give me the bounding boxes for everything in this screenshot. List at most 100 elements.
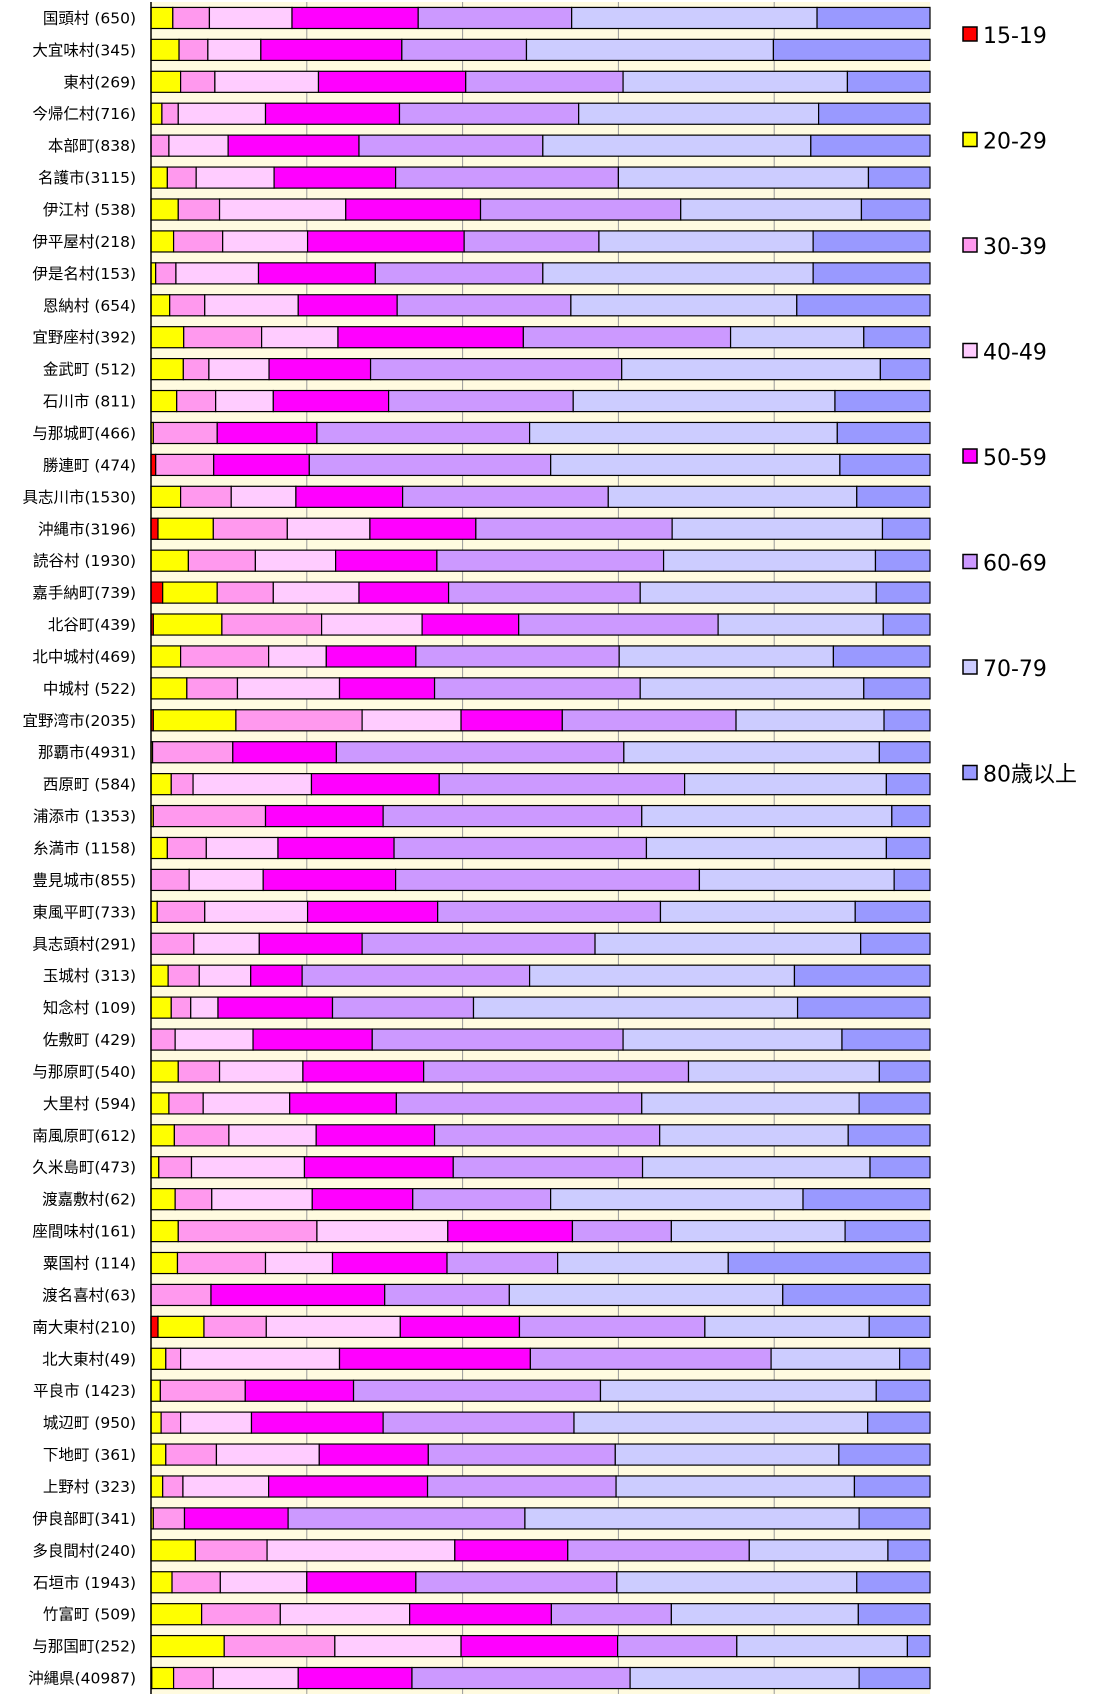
bar-segment bbox=[528, 421, 838, 445]
bar-segment bbox=[150, 549, 189, 572]
bar-segment bbox=[887, 1539, 931, 1562]
bar-segment bbox=[529, 1347, 772, 1370]
bar-segment bbox=[169, 294, 206, 317]
bar-segment bbox=[180, 1347, 341, 1370]
bar-segment bbox=[174, 1028, 254, 1051]
bar-segment bbox=[395, 166, 619, 189]
bar-segment bbox=[212, 517, 288, 540]
bar-segment bbox=[150, 1603, 203, 1626]
legend-swatch bbox=[962, 659, 978, 675]
bar-segment bbox=[687, 1060, 880, 1083]
bar-segment bbox=[617, 166, 870, 189]
bar-segment bbox=[662, 549, 877, 572]
bar-segment bbox=[659, 1124, 849, 1147]
bar-segment bbox=[338, 1347, 531, 1370]
bar-segment bbox=[729, 326, 865, 349]
bar-segment bbox=[265, 1315, 401, 1339]
bar-segment bbox=[208, 357, 270, 381]
bar-segment bbox=[235, 709, 363, 732]
bar-segment bbox=[641, 1156, 871, 1179]
bar-segment bbox=[680, 198, 863, 221]
bar-segment bbox=[374, 262, 544, 285]
bar-segment bbox=[735, 709, 885, 732]
bar-segment bbox=[162, 1475, 184, 1498]
bar-segment bbox=[772, 38, 931, 62]
bar-segment bbox=[645, 836, 887, 860]
bar-segment bbox=[172, 6, 211, 30]
bar-segment bbox=[393, 836, 648, 860]
bar-segment bbox=[177, 102, 267, 125]
bar-segment bbox=[331, 1251, 448, 1275]
bar-segment bbox=[264, 1251, 334, 1275]
bar-segment bbox=[252, 1028, 373, 1051]
bar-segment bbox=[183, 1507, 289, 1530]
category-label: 平良市 (1423) bbox=[33, 1382, 136, 1400]
bar-segment bbox=[152, 709, 237, 732]
bar-segment bbox=[216, 421, 318, 445]
bar-segment bbox=[401, 38, 528, 62]
category-label: 知念村 (109) bbox=[43, 998, 136, 1017]
bar-segment bbox=[203, 1315, 267, 1339]
category-label: 南大東村(210) bbox=[32, 1318, 136, 1336]
bar-segment bbox=[878, 1060, 931, 1083]
bar-segment bbox=[215, 1443, 320, 1466]
bar-segment bbox=[878, 741, 931, 764]
bar-segment bbox=[150, 134, 170, 157]
bar-segment bbox=[417, 6, 573, 30]
bar-segment bbox=[150, 1315, 159, 1339]
bar-segment bbox=[291, 6, 419, 30]
bar-segment bbox=[315, 1124, 436, 1147]
bar-segment bbox=[463, 230, 600, 253]
bar-segment bbox=[260, 38, 403, 62]
category-label: 具志頭村(291) bbox=[32, 935, 136, 953]
bar-segment bbox=[684, 773, 887, 796]
bar-segment bbox=[208, 6, 293, 30]
bar-segment bbox=[151, 1666, 175, 1690]
bar-segment bbox=[629, 1666, 860, 1690]
bar-segment bbox=[802, 1188, 931, 1211]
bar-segment bbox=[295, 485, 404, 508]
bar-segment bbox=[306, 230, 465, 253]
bar-segment bbox=[214, 70, 320, 93]
bar-segment bbox=[557, 1251, 729, 1275]
category-label: 糸満市 (1158) bbox=[33, 840, 136, 858]
bar-segment bbox=[399, 1315, 521, 1339]
bar-segment bbox=[447, 581, 641, 604]
category-label: 石垣市 (1943) bbox=[33, 1574, 136, 1592]
bar-segment bbox=[570, 294, 798, 317]
bar-segment bbox=[168, 1092, 204, 1115]
bar-segment bbox=[198, 964, 252, 987]
bar-segment bbox=[150, 1219, 179, 1243]
bar-segment bbox=[150, 485, 182, 508]
bar-segment bbox=[262, 868, 397, 892]
bar-segment bbox=[437, 900, 662, 923]
bar-segment bbox=[875, 581, 931, 604]
bar-segment bbox=[150, 326, 185, 349]
bar-segment bbox=[641, 1092, 860, 1115]
category-label: 伊江村 (538) bbox=[43, 201, 136, 219]
bar-segment bbox=[150, 517, 159, 540]
bar-segment bbox=[250, 1411, 384, 1434]
bar-segment bbox=[150, 6, 174, 30]
bar-segment bbox=[594, 932, 862, 955]
bar-segment bbox=[396, 294, 572, 317]
bar-segment bbox=[622, 70, 849, 93]
bar-segment bbox=[369, 517, 477, 540]
bar-segment bbox=[150, 1124, 175, 1147]
bar-segment bbox=[641, 804, 893, 828]
bar-segment bbox=[616, 1571, 858, 1594]
bar-segment bbox=[162, 581, 218, 604]
bar-segment bbox=[277, 836, 395, 860]
bar-segment bbox=[213, 453, 310, 477]
category-label: 渡嘉敷村(62) bbox=[42, 1190, 136, 1209]
bar-segment bbox=[571, 6, 818, 30]
bar-segment bbox=[338, 677, 436, 700]
legend-swatch bbox=[962, 553, 978, 570]
bar-segment bbox=[223, 1634, 336, 1658]
category-label: 大里村 (594) bbox=[43, 1095, 136, 1113]
bar-segment bbox=[395, 1092, 643, 1115]
category-label: 金武町 (512) bbox=[43, 361, 136, 379]
bar-segment bbox=[160, 1411, 182, 1434]
bar-segment bbox=[409, 1603, 553, 1626]
legend-label: 30-39 bbox=[983, 235, 1047, 260]
